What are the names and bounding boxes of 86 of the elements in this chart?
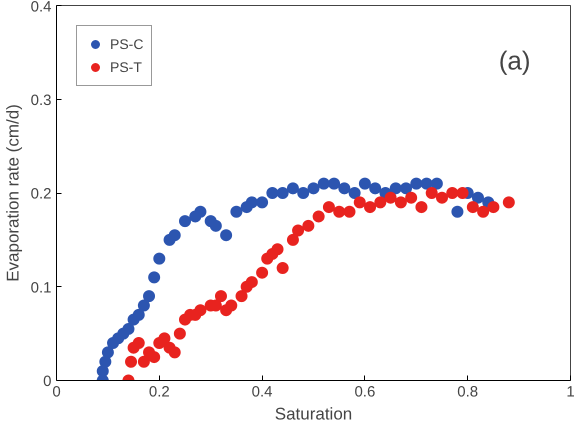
point — [214, 290, 227, 302]
annotation: (a) — [498, 46, 531, 76]
point — [286, 182, 299, 194]
x-axis-title: Saturation — [274, 404, 352, 424]
legend-label: PS-T — [110, 59, 142, 75]
y-tick-label: 0.4 — [30, 0, 52, 16]
point — [394, 196, 407, 208]
point — [487, 201, 500, 214]
point — [328, 178, 340, 190]
y-tick-label: 0.1 — [30, 279, 52, 296]
point — [99, 356, 112, 368]
point — [148, 351, 160, 364]
point — [246, 276, 258, 288]
point — [179, 215, 191, 228]
y-tick-label: 0.2 — [30, 186, 52, 202]
point — [220, 229, 232, 242]
point — [348, 187, 361, 199]
point — [364, 201, 376, 214]
point — [426, 187, 438, 199]
point — [456, 187, 469, 199]
point — [292, 224, 304, 236]
point — [410, 178, 422, 190]
point — [266, 187, 278, 199]
legend-label: PS-C — [110, 36, 144, 52]
point — [318, 178, 330, 190]
point — [132, 337, 145, 349]
point — [451, 206, 464, 218]
point — [125, 356, 138, 368]
point — [286, 234, 299, 246]
point — [446, 187, 458, 199]
point — [466, 201, 479, 214]
point — [477, 206, 490, 218]
point — [158, 332, 170, 344]
point — [308, 182, 320, 194]
point — [358, 178, 371, 190]
point — [143, 290, 156, 302]
point — [312, 210, 325, 222]
point — [194, 304, 206, 316]
point — [436, 192, 448, 204]
point — [338, 182, 350, 194]
point — [168, 346, 181, 358]
point — [153, 252, 166, 265]
point — [210, 220, 222, 232]
point — [333, 206, 346, 218]
point — [132, 308, 145, 321]
point — [246, 196, 258, 208]
point — [272, 243, 284, 256]
point — [400, 182, 412, 194]
x-tick-label: 0.2 — [148, 384, 170, 400]
x-tick-label: 0.8 — [457, 384, 478, 400]
point — [276, 262, 289, 274]
y-axis-title: Evaporation rate (cm/d) — [4, 104, 23, 282]
point — [122, 322, 134, 335]
point — [236, 290, 248, 302]
point — [168, 229, 181, 242]
point — [230, 206, 242, 218]
x-tick-label: 0.4 — [252, 384, 273, 400]
x-tick-label: 1 — [566, 384, 575, 400]
point — [430, 178, 443, 190]
point — [276, 187, 289, 199]
point — [343, 206, 356, 218]
point — [225, 300, 238, 312]
point — [138, 356, 150, 368]
point — [102, 346, 114, 358]
point — [384, 192, 397, 204]
point — [148, 271, 160, 284]
point — [174, 328, 186, 340]
point — [256, 196, 268, 208]
point — [502, 196, 515, 208]
point — [297, 187, 310, 199]
point — [472, 192, 484, 204]
point — [405, 192, 418, 204]
point — [374, 196, 386, 208]
y-tick-label: 0.3 — [30, 92, 52, 109]
point — [420, 178, 433, 190]
point — [194, 206, 206, 218]
x-tick-label: 0.6 — [354, 384, 376, 400]
point — [96, 365, 109, 378]
point — [302, 220, 314, 232]
point — [354, 196, 366, 208]
point — [322, 201, 335, 214]
point — [138, 300, 150, 312]
y-tick-label: 0 — [43, 373, 52, 390]
point — [369, 182, 382, 194]
point — [256, 266, 268, 279]
point — [415, 201, 428, 214]
